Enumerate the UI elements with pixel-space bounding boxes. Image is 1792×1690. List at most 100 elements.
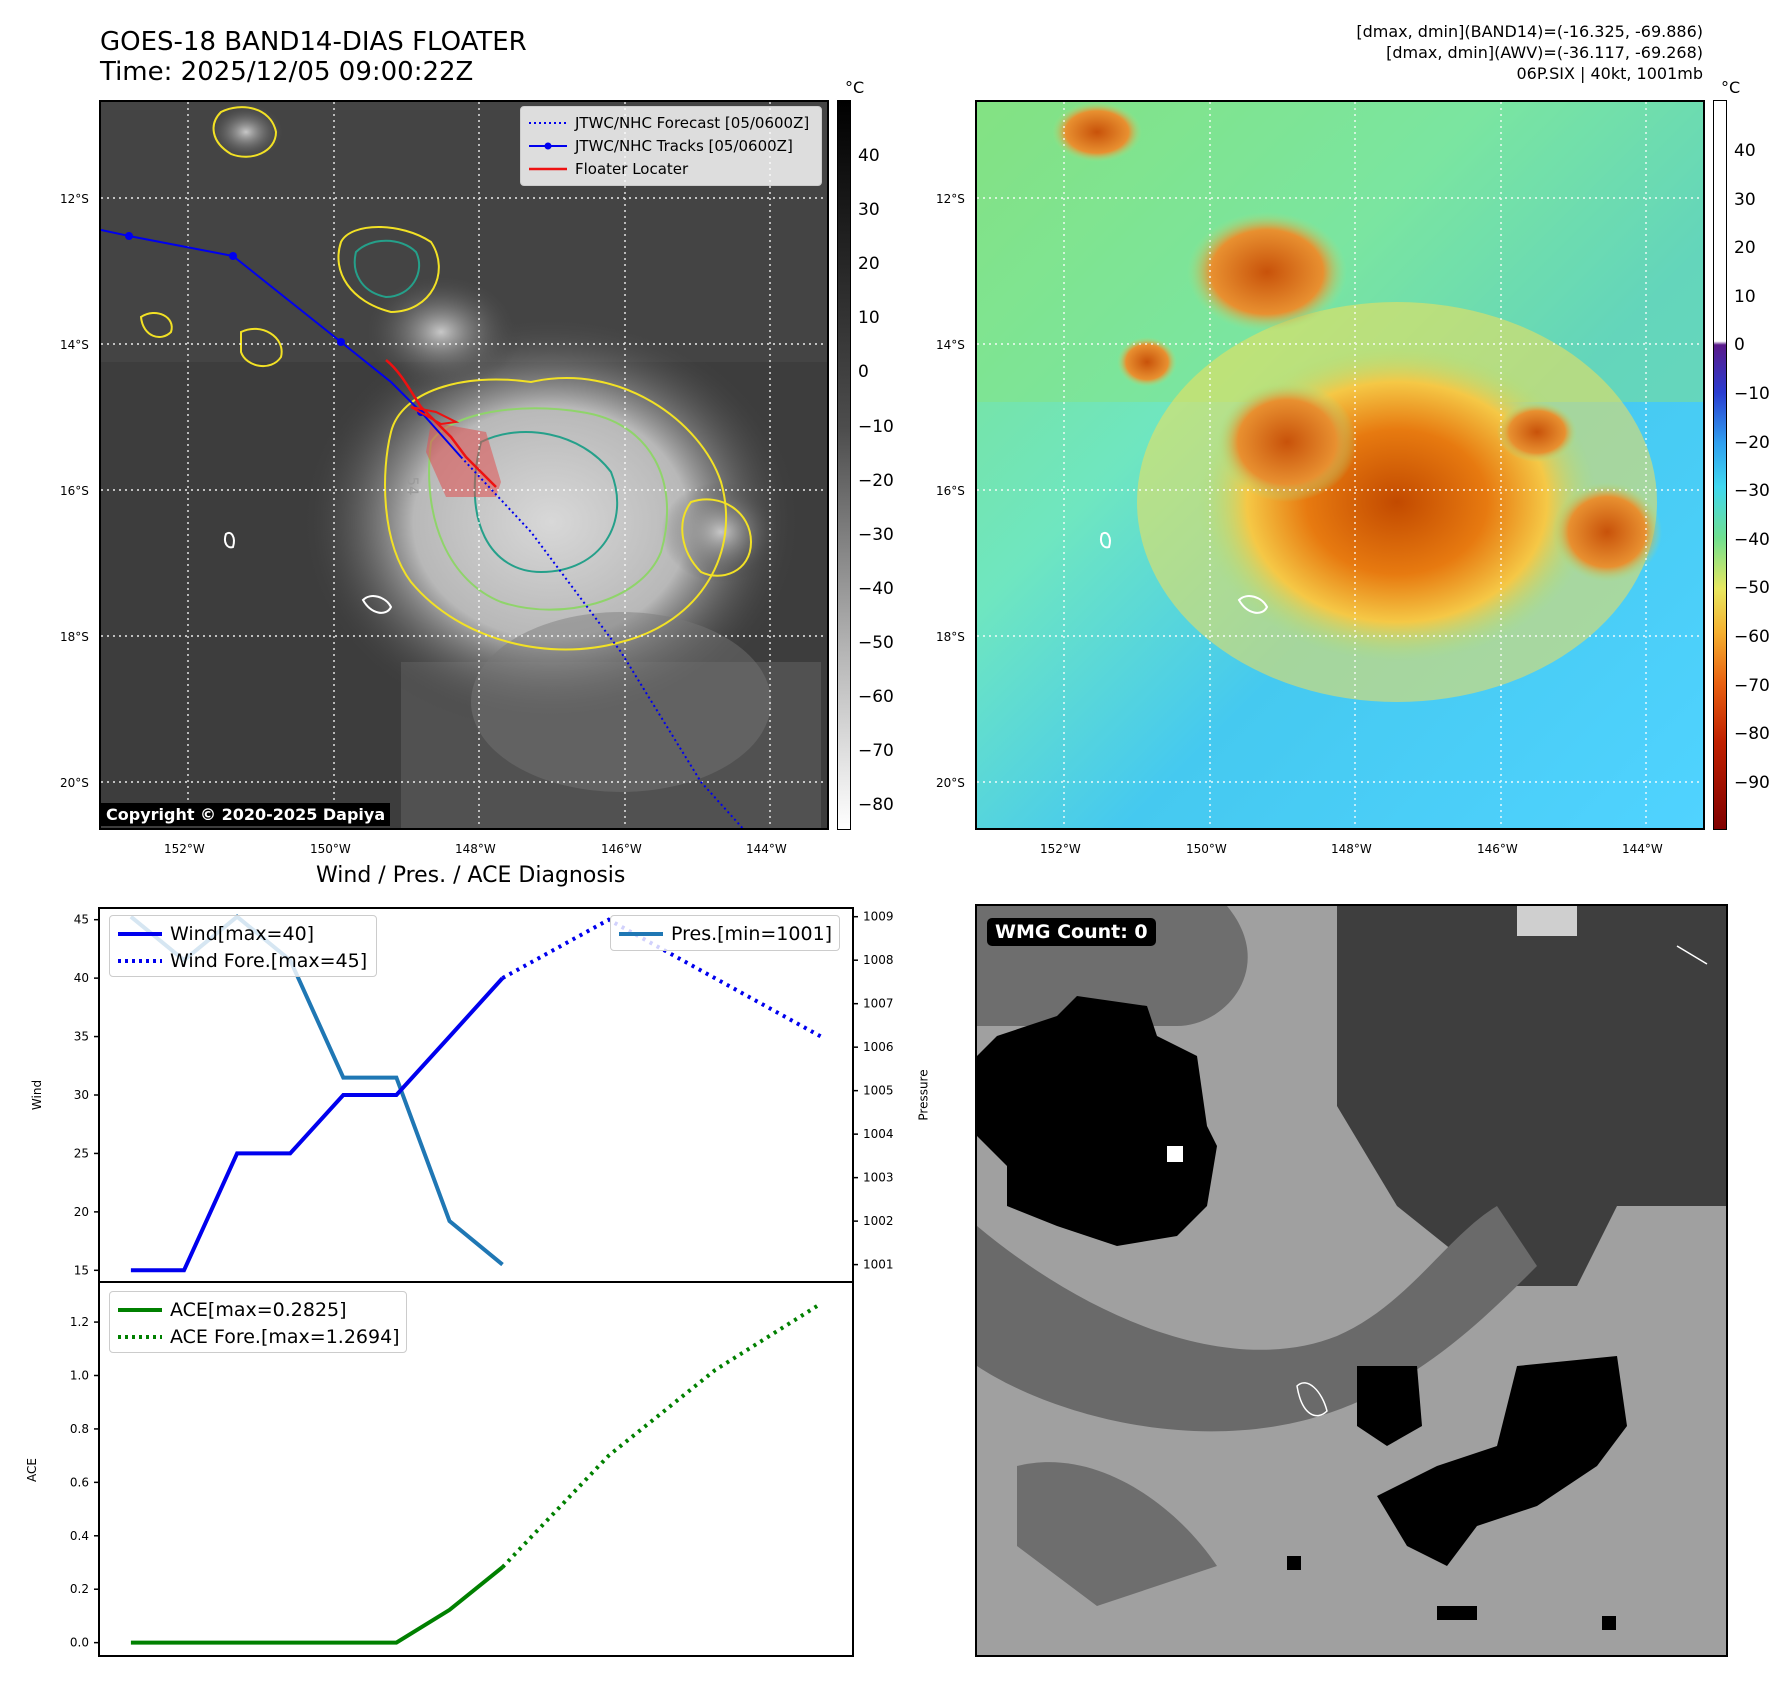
- colorbar-left-tick: 40: [858, 146, 880, 166]
- colorbar-right-tick: 0: [1734, 335, 1745, 356]
- lat-tick: 20°S: [60, 776, 89, 790]
- ir-map-image: [101, 102, 827, 828]
- lat-tick: 12°S: [60, 192, 89, 206]
- ace-plot-frame: [98, 1281, 854, 1657]
- pressure-legend: Pres.[min=1001]: [610, 915, 840, 951]
- wind-tick-label: 20: [74, 1205, 89, 1219]
- diagnosis-chart: 15 20 25 30 35 40 45 1001 1002 1003 1004 1005 1006 10…: [70, 907, 894, 1657]
- awv-map-image: [977, 102, 1703, 828]
- colorbar-right-tick: −80: [1734, 724, 1770, 745]
- legend-wind-swatch: [118, 931, 162, 936]
- legend-pressure-label: Pres.[min=1001]: [671, 922, 833, 945]
- wmg-image: [977, 906, 1726, 1655]
- colorbar-right-tick: 20: [1734, 238, 1756, 259]
- colorbar-left-tick: −40: [858, 578, 894, 599]
- lon-tick: 148°W: [455, 842, 496, 856]
- pressure-tick-label: 1005: [863, 1084, 894, 1098]
- colorbar-right-tick: 30: [1734, 189, 1756, 210]
- lat-tick: 16°S: [936, 484, 965, 498]
- colorbar-right-tick: 40: [1734, 141, 1756, 161]
- colorbar-right-tick: −60: [1734, 627, 1770, 647]
- ace-tick-label: 0.4: [70, 1529, 89, 1543]
- lon-tick: 148°W: [1331, 842, 1372, 856]
- copyright-badge: Copyright © 2020-2025 Dapiya: [101, 803, 391, 826]
- pressure-tick-label: 1003: [863, 1171, 894, 1185]
- colorbar-right-tick: 10: [1734, 286, 1756, 307]
- contour-annotation: 54: [403, 476, 422, 496]
- info-band14: [dmax, dmin](BAND14)=(-16.325, -69.886): [1356, 22, 1703, 41]
- colorbar-right-tick: −90: [1734, 772, 1770, 793]
- wind-tick-label: 25: [74, 1146, 89, 1160]
- lat-tick: 14°S: [936, 338, 965, 352]
- ace-legend: ACE[max=0.2825] ACE Fore.[max=1.2694]: [109, 1291, 407, 1353]
- colorbar-left-tick: −10: [858, 416, 894, 437]
- legend-floater-label: Floater Locater: [575, 159, 689, 178]
- ace-forecast-line: [501, 1301, 823, 1569]
- lon-tick: 152°W: [164, 842, 205, 856]
- pressure-tick-label: 1004: [863, 1127, 894, 1141]
- legend-tracks-swatch: [529, 142, 567, 149]
- wind-tick-label: 30: [74, 1088, 89, 1102]
- lon-tick: 150°W: [310, 842, 351, 856]
- wind-forecast-line: [501, 917, 823, 1039]
- map-legend: JTWC/NHC Forecast [05/0600Z] JTWC/NHC Tr…: [520, 106, 822, 186]
- legend-wind-forecast-label: Wind Fore.[max=45]: [170, 949, 368, 972]
- legend-wind: Wind[max=40]: [118, 920, 368, 947]
- ace-tick-label: 0.6: [70, 1475, 89, 1489]
- ace-tick-label: 0.8: [70, 1422, 89, 1436]
- legend-pressure: Pres.[min=1001]: [619, 920, 833, 947]
- colorbar-right: [1713, 100, 1727, 830]
- legend-wind-forecast-swatch: [118, 958, 162, 963]
- wmg-panel: WMG Count: 0: [975, 904, 1728, 1657]
- legend-tracks-label: JTWC/NHC Tracks [05/0600Z]: [575, 136, 793, 155]
- pressure-tick-label: 1008: [863, 953, 894, 967]
- ace-tick-label: 0.0: [70, 1636, 89, 1650]
- colorbar-left-tick: −20: [858, 470, 894, 491]
- legend-ace: ACE[max=0.2825]: [118, 1296, 398, 1323]
- lat-tick: 18°S: [60, 630, 89, 644]
- wind-series-line: [130, 976, 504, 1273]
- lon-tick: 152°W: [1040, 842, 1081, 856]
- colorbar-left-tick: −30: [858, 524, 894, 545]
- ace-tick-label: 1.0: [70, 1369, 89, 1383]
- pressure-tick-label: 1007: [863, 997, 894, 1011]
- colorbar-left-tick: 10: [858, 308, 880, 329]
- info-awv: [dmax, dmin](AWV)=(-36.117, -69.268): [1386, 43, 1703, 62]
- legend-ace-label: ACE[max=0.2825]: [170, 1298, 347, 1321]
- colorbar-left: [837, 100, 851, 830]
- colorbar-right-tick: −10: [1734, 384, 1770, 404]
- pressure-tick-label: 1002: [863, 1214, 894, 1228]
- info-storm: 06P.SIX | 40kt, 1001mb: [1516, 64, 1703, 83]
- legend-tracks: JTWC/NHC Tracks [05/0600Z]: [529, 134, 813, 157]
- wind-tick-label: 15: [74, 1263, 89, 1277]
- legend-forecast-swatch: [529, 121, 567, 124]
- colorbar-right-tick: −70: [1734, 675, 1770, 696]
- colorbar-left-tick: −60: [858, 687, 894, 707]
- legend-floater: Floater Locater: [529, 157, 813, 180]
- ace-tick-label: 1.2: [70, 1315, 89, 1329]
- wind-tick-label: 40: [74, 971, 89, 985]
- colorbar-left-tick: −50: [858, 632, 894, 653]
- legend-ace-forecast-swatch: [118, 1334, 162, 1339]
- colorbar-right-tick: −50: [1734, 578, 1770, 599]
- lon-tick: 144°W: [746, 842, 787, 856]
- wind-legend: Wind[max=40] Wind Fore.[max=45]: [109, 915, 377, 977]
- lat-tick: 20°S: [936, 776, 965, 790]
- legend-wind-forecast: Wind Fore.[max=45]: [118, 947, 368, 974]
- legend-forecast-label: JTWC/NHC Forecast [05/0600Z]: [575, 113, 810, 132]
- ir-map-panel: 54 JTWC/NHC Forecast [05/0600Z] JTWC/NHC…: [99, 100, 829, 830]
- legend-wind-label: Wind[max=40]: [170, 922, 315, 945]
- pressure-tick-label: 1006: [863, 1040, 894, 1054]
- legend-floater-swatch: [529, 167, 567, 170]
- legend-ace-forecast: ACE Fore.[max=1.2694]: [118, 1323, 400, 1350]
- ace-series-line: [130, 1565, 504, 1645]
- colorbar-left-tick: 30: [858, 200, 880, 221]
- colorbar-right-unit: °C: [1721, 78, 1741, 97]
- colorbar-right-tick: −30: [1734, 481, 1770, 502]
- pressure-tick-label: 1009: [863, 910, 894, 924]
- diagnosis-title: Wind / Pres. / ACE Diagnosis: [316, 863, 626, 888]
- pressure-tick-label: 1001: [863, 1258, 894, 1272]
- colorbar-left-tick: 20: [858, 254, 880, 275]
- chart-title: GOES-18 BAND14-DIAS FLOATER: [100, 27, 527, 57]
- lat-tick: 18°S: [936, 630, 965, 644]
